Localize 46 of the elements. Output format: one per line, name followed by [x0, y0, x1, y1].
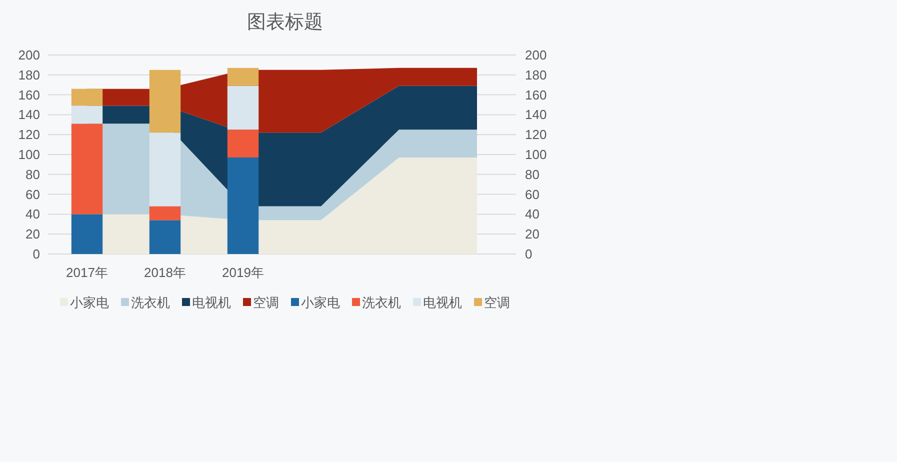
bar: [149, 220, 181, 254]
bar: [149, 70, 181, 133]
y-tick-label: 80: [26, 166, 40, 182]
bar: [149, 206, 181, 220]
y-tick-label: 120: [18, 127, 40, 142]
legend-label: 小家电: [301, 295, 340, 310]
y-tick-label: 100: [18, 147, 40, 162]
bar: [71, 88, 103, 106]
legend-label: 电视机: [192, 295, 231, 310]
bar: [71, 124, 103, 214]
y2-tick-label: 200: [525, 48, 547, 62]
y2-tick-label: 60: [525, 186, 540, 202]
bar: [71, 214, 103, 254]
bar: [227, 68, 259, 86]
legend-label: 洗衣机: [362, 295, 401, 310]
y2-tick-label: 80: [525, 166, 540, 182]
legend-label: 小家电: [70, 295, 109, 310]
y2-tick-label: 120: [525, 127, 547, 142]
y2-tick-label: 160: [525, 87, 547, 102]
legend-label: 洗衣机: [131, 295, 170, 310]
y2-tick-label: 180: [525, 67, 547, 82]
y-tick-label: 40: [26, 206, 40, 222]
y-tick-label: 160: [18, 87, 40, 102]
chart-title: 图表标题: [247, 12, 323, 33]
y2-tick-label: 40: [525, 206, 540, 222]
bar: [227, 130, 259, 158]
y-tick-label: 180: [18, 67, 40, 82]
y2-tick-label: 0: [525, 246, 532, 262]
bar: [149, 132, 181, 206]
y-tick-label: 200: [18, 48, 40, 62]
legend-label: 空调: [253, 295, 279, 310]
x-tick-label: 2018年: [144, 265, 186, 280]
bar: [227, 86, 259, 130]
y2-tick-label: 100: [525, 147, 547, 162]
y-tick-label: 60: [26, 186, 40, 202]
y-tick-label: 140: [18, 107, 40, 122]
x-tick-label: 2017年: [66, 265, 108, 280]
legend-label: 电视机: [423, 295, 462, 310]
bar: [227, 157, 259, 254]
x-tick-label: 2019年: [222, 265, 264, 280]
y2-tick-label: 140: [525, 107, 547, 122]
y-tick-label: 0: [32, 246, 40, 262]
bar: [71, 106, 103, 124]
y2-tick-label: 20: [525, 226, 540, 242]
legend-label: 空调: [484, 295, 510, 310]
y-tick-label: 20: [26, 226, 40, 242]
